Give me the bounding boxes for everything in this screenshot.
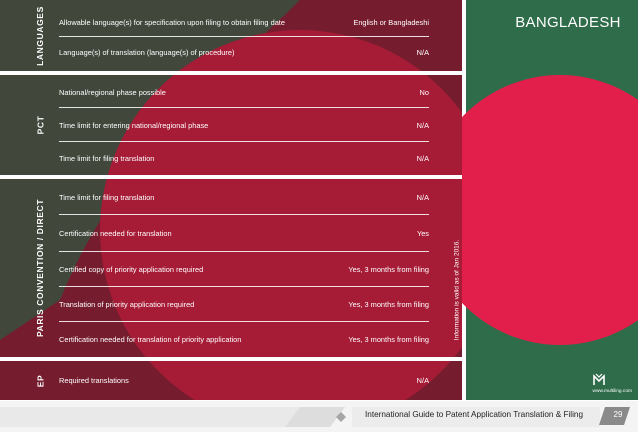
guide-title: International Guide to Patent Applicatio…: [365, 410, 584, 419]
row-divider: [59, 321, 429, 322]
table-row: Certification needed for translation Yes: [59, 226, 429, 240]
page-number: 29: [613, 410, 623, 419]
validity-note: Information is valid as of Jan 2016.: [453, 239, 461, 341]
table-row: Time limit for filing translation N/A: [59, 190, 429, 204]
table-row: Language(s) of translation (language(s) …: [59, 45, 429, 59]
table-row: Translation of priority application requ…: [59, 297, 429, 311]
bangladesh-flag-graphic: [425, 0, 638, 400]
row-answer: Yes, 3 months from filing: [348, 264, 429, 274]
row-question: Time limit for entering national/regiona…: [59, 120, 209, 130]
section-label-languages: LANGUAGES: [35, 5, 45, 66]
table-row: National/regional phase possible No: [59, 85, 429, 99]
row-divider: [59, 36, 429, 37]
background-decoration: [0, 0, 462, 400]
section-label-pct: PCT: [35, 115, 45, 135]
row-question: Translation of priority application requ…: [59, 299, 195, 309]
row-answer: N/A: [416, 375, 429, 385]
row-question: Required translations: [59, 375, 129, 385]
row-answer: N/A: [416, 120, 429, 130]
row-question: Time limit for filing translation: [59, 192, 155, 202]
row-divider: [59, 251, 429, 252]
row-answer: N/A: [416, 192, 429, 202]
row-answer: N/A: [416, 47, 429, 57]
country-title: BANGLADESH: [515, 14, 621, 31]
row-divider: [59, 214, 429, 215]
row-answer: Yes: [416, 228, 429, 238]
flag-panel: [425, 0, 638, 400]
row-divider: [59, 286, 429, 287]
table-row: Time limit for entering national/regiona…: [59, 118, 429, 132]
row-question: National/regional phase possible: [59, 87, 166, 97]
footer-band: [0, 401, 638, 432]
row-answer: Yes, 3 months from filing: [348, 299, 429, 309]
row-question: Certification needed for translation of …: [59, 334, 242, 344]
table-row: Required translations N/A: [59, 373, 429, 387]
table-row: Allowable language(s) for specification …: [59, 15, 429, 29]
info-panel: LANGUAGES Allowable language(s) for spec…: [0, 0, 462, 400]
row-question: Time limit for filing translation: [59, 153, 155, 163]
multiling-logo-icon: [593, 373, 605, 385]
row-question: Certification needed for translation: [59, 228, 172, 238]
section-label-paris-convention: PARIS CONVENTION / DIRECT: [35, 198, 46, 338]
table-row: Certification needed for translation of …: [59, 332, 429, 346]
table-row: Time limit for filing translation N/A: [59, 151, 429, 165]
website-link[interactable]: www.multiling.com: [592, 389, 632, 394]
row-answer: No: [419, 87, 429, 97]
row-divider: [59, 107, 429, 108]
section-divider: [0, 71, 462, 75]
row-question: Allowable language(s) for specification …: [59, 17, 285, 27]
row-answer: N/A: [416, 153, 429, 163]
section-label-ep: EP: [34, 374, 45, 387]
row-answer: English or Bangladeshi: [353, 17, 429, 27]
row-divider: [59, 141, 429, 142]
table-row: Certified copy of priority application r…: [59, 262, 429, 276]
section-divider: [0, 175, 462, 179]
row-question: Certified copy of priority application r…: [59, 264, 204, 274]
row-answer: Yes, 3 months from filing: [348, 334, 429, 344]
row-question: Language(s) of translation (language(s) …: [59, 47, 235, 57]
section-divider: [0, 357, 462, 361]
